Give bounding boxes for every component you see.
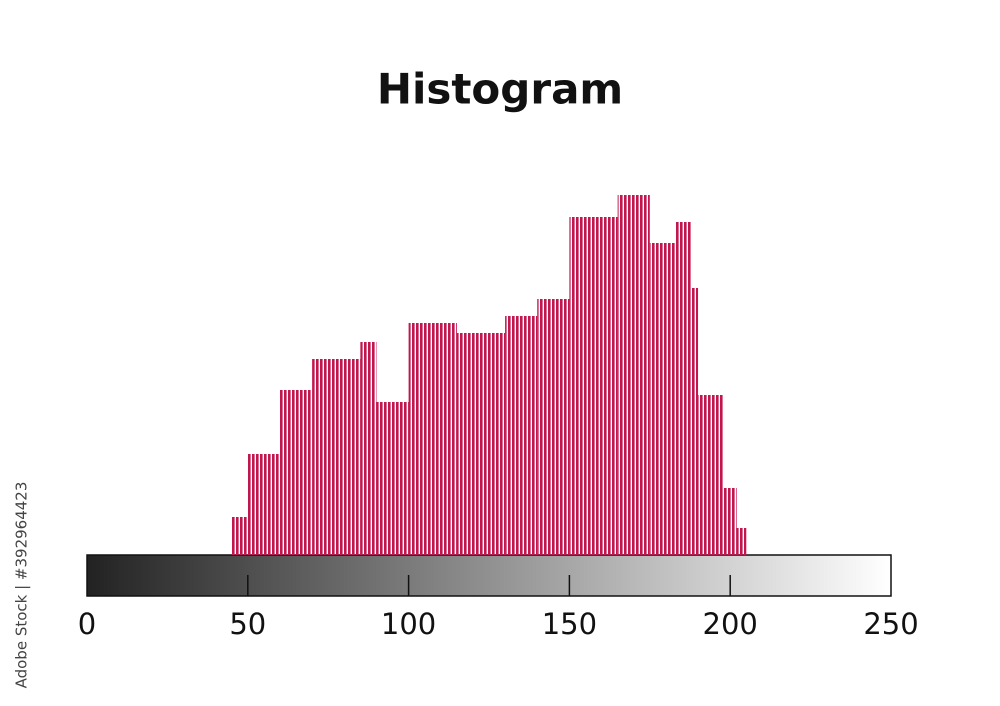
bar xyxy=(649,243,676,555)
bar xyxy=(408,323,457,555)
bar xyxy=(456,333,506,555)
bar xyxy=(569,217,618,555)
bar xyxy=(736,528,747,555)
bar xyxy=(247,454,280,555)
bar xyxy=(505,316,538,555)
x-tick-label: 100 xyxy=(381,607,436,641)
x-tick-label: 50 xyxy=(229,607,266,641)
bar xyxy=(537,299,570,555)
bar xyxy=(617,195,650,555)
bar xyxy=(312,359,361,555)
x-tick-label: 200 xyxy=(703,607,758,641)
bar xyxy=(723,488,737,555)
x-tick-label: 250 xyxy=(863,607,918,641)
bar xyxy=(231,517,248,555)
x-tick-label: 150 xyxy=(542,607,597,641)
chart-title: Histogram xyxy=(377,65,623,114)
bar xyxy=(360,342,377,555)
watermark: Adobe Stock | #392964423 xyxy=(13,482,31,689)
x-tick-label: 0 xyxy=(78,607,96,641)
bar xyxy=(698,395,724,555)
gradient-bar xyxy=(86,554,892,597)
bar xyxy=(691,288,699,555)
bar xyxy=(279,390,313,555)
bar xyxy=(376,402,409,555)
bar xyxy=(675,222,692,555)
